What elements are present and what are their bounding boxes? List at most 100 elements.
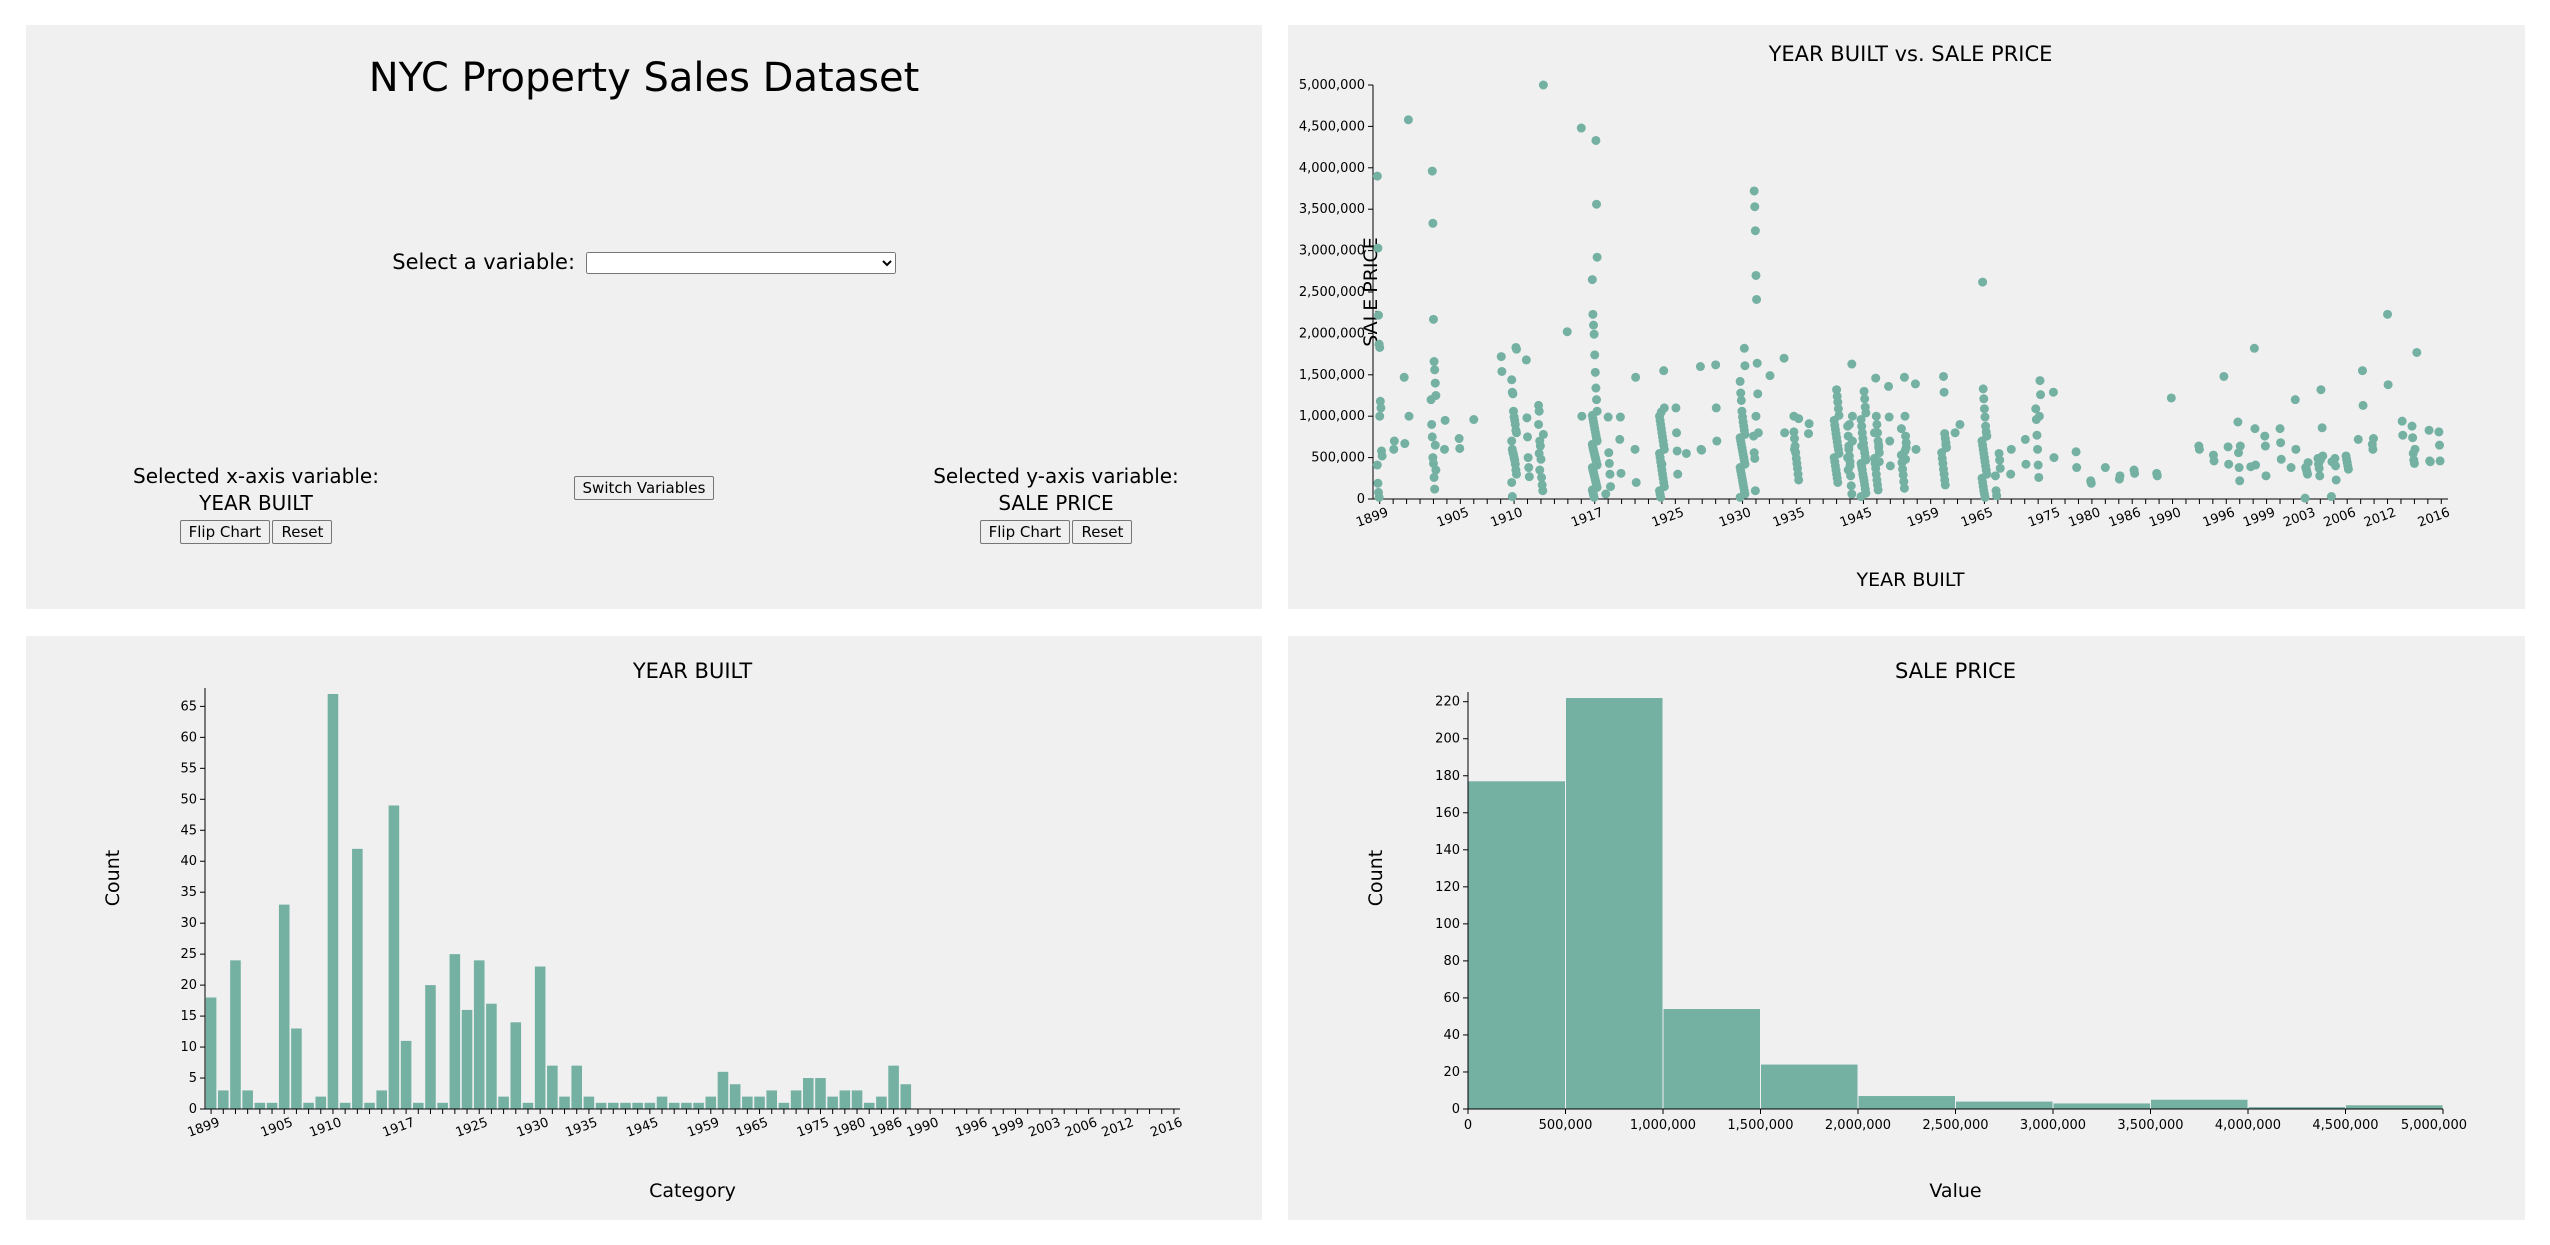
histogram-panel: SALE PRICE 0 20 40 60 80 100 120 140 160 180 200 220…: [1288, 636, 2525, 1220]
histogram-y-tick-label: 220: [1435, 695, 1460, 710]
scatter-point: [2034, 411, 2044, 421]
scatter-point: [1695, 362, 1705, 372]
scatter-point: [1511, 469, 1521, 479]
bar-x-tick-label: 2016: [1148, 1115, 1184, 1140]
scatter-point: [1789, 427, 1799, 437]
scatter-x-tick-label: 1935: [1771, 505, 1807, 530]
scatter-y-tick-label: 1,500,000: [1299, 368, 1365, 383]
bar-1902: [242, 1090, 253, 1109]
scatter-x-tick-label: 1996: [2201, 505, 2237, 530]
x-axis-label: Selected x-axis variable:: [133, 464, 379, 488]
bar-1947: [656, 1096, 668, 1109]
scatter-point: [1630, 444, 1640, 454]
scatter-x-tick-label: 2012: [2362, 505, 2398, 530]
scatter-point: [1522, 413, 1532, 423]
scatter-x-tick-label: 2016: [2416, 505, 2452, 530]
scatter-point: [1896, 424, 1906, 434]
y-flip-chart-button[interactable]: Flip Chart: [979, 520, 1071, 544]
scatter-chart: YEAR BUILT vs. SALE PRICE 0 500,000 1,000,0…: [1299, 42, 2452, 591]
scatter-point: [1884, 381, 1894, 391]
scatter-point: [1861, 408, 1871, 418]
scatter-point: [2397, 416, 2407, 426]
scatter-point: [1590, 367, 1600, 377]
scatter-point: [1426, 395, 1436, 405]
scatter-point: [2036, 390, 2046, 400]
scatter-y-tick-label: 3,500,000: [1299, 202, 1365, 217]
y-axis-selection: Selected y-axis variable: SALE PRICE Fli…: [906, 463, 1206, 544]
x-flip-chart-button[interactable]: Flip Chart: [179, 520, 271, 544]
bar-y-tick-label: 60: [180, 730, 197, 745]
bar-x-tick-label: 2012: [1100, 1115, 1136, 1140]
scatter-point: [1372, 460, 1382, 470]
scatter-point: [1847, 411, 1857, 421]
switch-variables-button[interactable]: Switch Variables: [573, 476, 715, 500]
x-reset-button[interactable]: Reset: [272, 520, 333, 544]
bar-1966: [766, 1090, 778, 1109]
bar-panel: YEAR BUILT 0 5 10 15 20 25 30 35 40 45 50 55 60 65 1899…: [26, 636, 1262, 1220]
scatter-point: [1592, 252, 1602, 262]
scatter-point: [1910, 379, 1920, 389]
bar-y-tick-label: 35: [180, 885, 197, 900]
scatter-y-tick-label: 2,000,000: [1299, 326, 1365, 341]
scatter-y-tick-label: 4,000,000: [1299, 161, 1365, 176]
scatter-point: [1430, 378, 1440, 388]
scatter-point: [1749, 186, 1759, 196]
scatter-point: [1901, 438, 1911, 448]
bar-x-tick-label: 1975: [795, 1115, 831, 1140]
scatter-x-tick-label: 1975: [2026, 505, 2062, 530]
scatter-point: [1980, 492, 1990, 502]
scatter-point: [1750, 226, 1760, 236]
bar-1920: [425, 985, 436, 1109]
scatter-x-tick-label: 2006: [2322, 505, 2358, 530]
bar-1914: [376, 1090, 388, 1109]
scatter-point: [1427, 432, 1437, 442]
scatter-point: [2021, 459, 2031, 469]
scatter-point: [2383, 309, 2393, 319]
scatter-point: [2343, 464, 2353, 474]
histogram-bin: [1956, 1101, 2053, 1109]
bar-1905: [278, 904, 290, 1109]
scatter-x-tick-label: 1945: [1838, 505, 1874, 530]
bar-1950: [668, 1102, 680, 1109]
scatter-y-tick-label: 1,000,000: [1299, 409, 1365, 424]
scatter-point: [1856, 415, 1866, 425]
scatter-x-tick-label: 1999: [2241, 505, 2277, 530]
scatter-point: [2368, 444, 2378, 454]
scatter-point: [1507, 436, 1517, 446]
bar-1945: [644, 1102, 656, 1109]
histogram-bin: [1663, 1009, 1760, 1109]
scatter-point: [1601, 489, 1611, 499]
bar-x-tick-label: 2003: [1027, 1115, 1063, 1140]
scatter-point: [2398, 430, 2408, 440]
scatter-point: [1884, 412, 1894, 422]
bar-y-tick-label: 15: [180, 1009, 197, 1024]
scatter-point: [2317, 423, 2327, 433]
scatter-point: [1672, 428, 1682, 438]
scatter-point: [1750, 486, 1760, 496]
scatter-point: [1631, 477, 1641, 487]
scatter-point: [1604, 458, 1614, 468]
bar-1933: [571, 1065, 583, 1109]
scatter-point: [2286, 463, 2296, 473]
scatter-point: [1992, 491, 2002, 501]
y-reset-button[interactable]: Reset: [1072, 520, 1133, 544]
bar-1981: [863, 1102, 875, 1109]
scatter-point: [1431, 465, 1441, 475]
bar-1926: [486, 1003, 497, 1109]
scatter-point: [2412, 347, 2422, 357]
histogram-y-tick-label: 160: [1435, 806, 1460, 821]
scatter-point: [1671, 403, 1681, 413]
scatter-point: [1440, 444, 1450, 454]
scatter-point: [1372, 171, 1382, 181]
scatter-point: [2031, 404, 2041, 414]
variable-select[interactable]: [585, 252, 896, 274]
scatter-point: [1847, 359, 1857, 369]
bar-y-tick-label: 25: [180, 947, 197, 962]
scatter-point: [1844, 444, 1854, 454]
bar-1915: [388, 805, 400, 1109]
variable-select-row: Select a variable:: [26, 250, 1262, 274]
scatter-point: [1373, 243, 1383, 253]
scatter-point: [1535, 465, 1545, 475]
scatter-point: [2115, 471, 2125, 481]
bar-1977: [839, 1090, 851, 1109]
